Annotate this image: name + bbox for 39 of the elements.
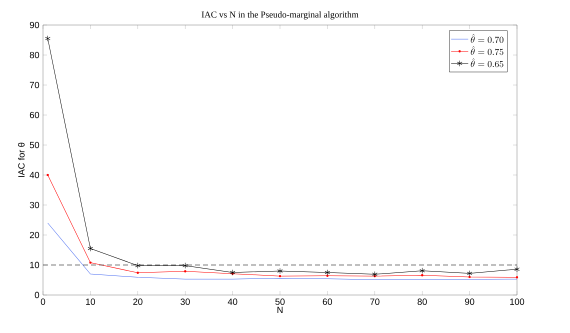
- y-tick-label: 10: [30, 262, 40, 268]
- point: [182, 262, 188, 269]
- point: [45, 35, 50, 42]
- x-tick-label: 30: [180, 298, 190, 305]
- y-tick-label: 20: [30, 232, 40, 238]
- y-axis-title: IAC for θ: [18, 142, 25, 177]
- y-tick-label: 50: [30, 142, 40, 148]
- y-tick-label: 30: [30, 202, 40, 208]
- x-tick-label: 60: [322, 298, 332, 305]
- point: [324, 269, 330, 276]
- point: [230, 269, 236, 276]
- x-tick-label: 80: [418, 298, 427, 305]
- x-tick-label: 100: [510, 298, 524, 305]
- point: [514, 266, 520, 272]
- x-tick-label: 70: [370, 298, 380, 305]
- line-series: [47, 222, 518, 280]
- point: [372, 271, 378, 278]
- point: [420, 268, 425, 274]
- x-tick-label: 40: [228, 298, 238, 305]
- x-tick-label: 20: [133, 298, 142, 305]
- x-tick-label: 50: [275, 298, 285, 305]
- legend-label: $\hat{\theta} = 0.75$: [470, 46, 504, 56]
- legend-label: $\hat{\theta} = 0.65$: [470, 58, 504, 68]
- chart-title: IAC vs N in the Pseudo-marginal algorithm: [202, 11, 359, 20]
- y-tick-label: 60: [30, 112, 40, 118]
- y-tick-label: 80: [30, 52, 40, 58]
- y-tick-label: 40: [30, 172, 40, 178]
- point: [466, 270, 472, 276]
- point: [277, 268, 283, 274]
- x-tick-label: 10: [86, 298, 96, 305]
- point: [88, 245, 94, 252]
- legend-label: $\hat{\theta} = 0.70$: [470, 34, 504, 43]
- x-axis-title: N: [277, 306, 283, 313]
- y-tick-label: 70: [30, 82, 40, 88]
- x-tick-label: 0: [40, 298, 46, 305]
- point: [135, 262, 140, 269]
- y-tick-label: 0: [34, 292, 40, 298]
- x-tick-label: 90: [465, 298, 474, 305]
- y-tick-label: 90: [30, 22, 40, 28]
